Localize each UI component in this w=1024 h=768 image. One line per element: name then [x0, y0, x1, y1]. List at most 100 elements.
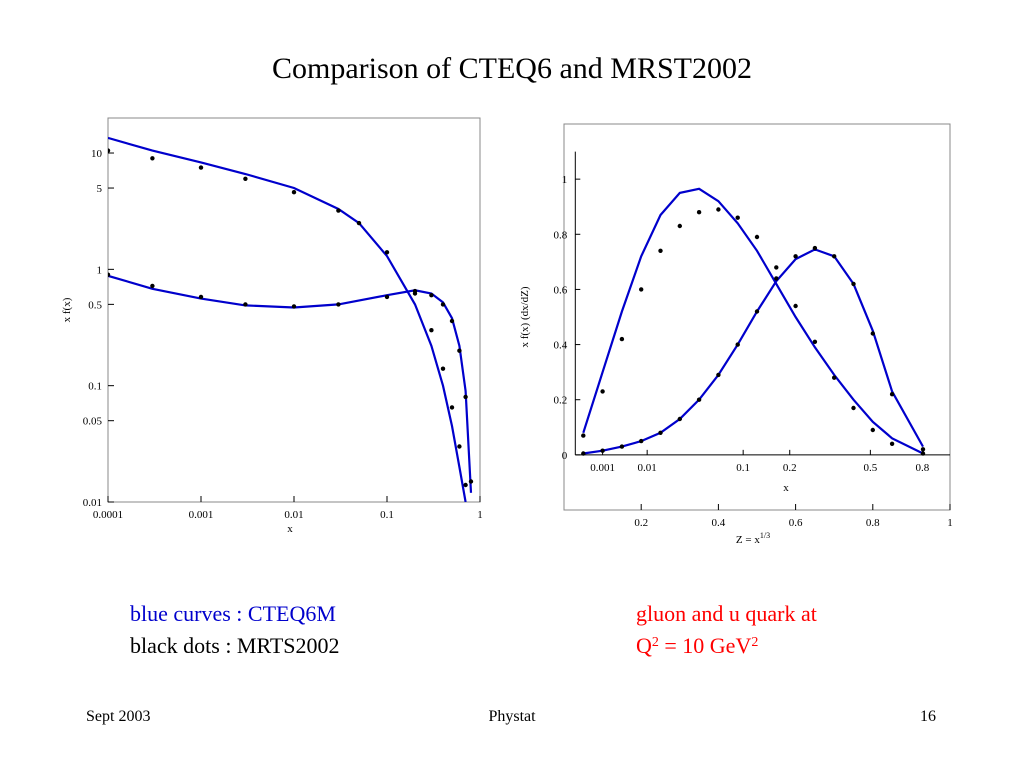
data-point-gluon-mrst2002	[619, 336, 625, 342]
y-tick-label: 1	[97, 264, 103, 276]
data-point-u-quark-mrst2002	[920, 447, 926, 452]
data-point-u-quark-mrst2002	[243, 302, 248, 307]
data-point-u-quark-mrst2002	[449, 318, 455, 324]
y-tick-label: 0	[562, 450, 568, 462]
z-tick-label: 0.6	[789, 517, 803, 529]
data-point-u-quark-mrst2002	[412, 288, 418, 294]
data-point-gluon-mrst2002	[658, 248, 663, 253]
data-point-u-quark-mrst2002	[735, 342, 740, 347]
series-line-u-quark-cteq6m	[108, 274, 473, 493]
y-tick-label: 0.4	[554, 340, 568, 352]
data-point-u-quark-mrst2002	[336, 302, 341, 307]
inner-x-tick-label: 0.5	[863, 462, 877, 474]
y-tick-label: 0.01	[83, 497, 102, 509]
data-point-gluon-mrst2002	[429, 328, 434, 333]
data-point-u-quark-mrst2002	[463, 394, 468, 400]
data-point-u-quark-mrst2002	[793, 254, 798, 259]
y-tick-label: 0.05	[83, 416, 103, 428]
data-point-u-quark-mrst2002	[889, 392, 895, 397]
series-line-gluon-cteq6m	[108, 136, 467, 502]
y-tick-label: 5	[97, 183, 103, 195]
data-point-gluon-mrst2002	[677, 223, 682, 229]
data-point-gluon-mrst2002	[384, 250, 390, 255]
data-point-gluon-mrst2002	[440, 366, 446, 371]
y-tick-label: 1	[562, 174, 568, 186]
data-point-gluon-mrst2002	[812, 339, 818, 344]
x-tick-label: 0.0001	[93, 509, 123, 521]
data-point-u-quark-mrst2002	[658, 430, 663, 435]
series-line-u-quark-cteq6m	[583, 248, 924, 455]
data-point-u-quark-mrst2002	[619, 444, 625, 449]
legend-cteq6m: blue curves : CTEQ6M	[130, 601, 336, 626]
data-point-gluon-mrst2002	[920, 451, 926, 456]
note-sup2: 2	[751, 635, 759, 650]
inner-x-tick-label: 0.001	[590, 462, 615, 474]
plot-frame	[107, 117, 481, 503]
data-point-gluon-mrst2002	[832, 375, 837, 380]
inner-x-axis-label: x	[783, 482, 789, 494]
data-point-gluon-mrst2002	[716, 207, 721, 212]
data-point-gluon-mrst2002	[356, 220, 362, 226]
data-point-gluon-mrst2002	[449, 405, 455, 410]
footer-date: Sept 2003	[86, 708, 151, 725]
data-point-u-quark-mrst2002	[677, 416, 682, 422]
data-point-u-quark-mrst2002	[198, 294, 204, 300]
data-point-u-quark-mrst2002	[639, 438, 644, 444]
y-tick-label: 0.1	[88, 381, 102, 393]
z-axis-label: Z = x1/3	[736, 531, 770, 546]
y-tick-label: 0.8	[554, 229, 568, 241]
x-tick-label: 0.01	[284, 509, 303, 521]
data-point-gluon-mrst2002	[581, 433, 586, 438]
data-point-gluon-mrst2002	[889, 441, 895, 446]
data-point-u-quark-mrst2002	[581, 451, 586, 456]
legend-mrst2002: black dots : MRTS2002	[130, 633, 340, 658]
data-point-u-quark-mrst2002	[696, 397, 702, 402]
right-chart-z-scale: 0.2 0.4 0.6 0.8 1 Z = x1/3 0.001 0.01 0.1 0.2 0.5 0…	[519, 123, 953, 546]
data-point-u-quark-mrst2002	[600, 448, 605, 453]
slide-title: Comparison of CTEQ6 and MRST2002	[272, 52, 752, 85]
data-point-u-quark-mrst2002	[812, 245, 818, 251]
footer-event: Phystat	[488, 708, 536, 725]
data-point-u-quark-mrst2002	[754, 309, 760, 314]
y-axis-label: x f(x)	[61, 297, 73, 322]
data-point-gluon-mrst2002	[336, 208, 341, 213]
data-point-gluon-mrst2002	[754, 234, 760, 240]
z-axis-label-exponent: 1/3	[760, 531, 770, 540]
data-point-gluon-mrst2002	[198, 165, 204, 170]
data-point-gluon-mrst2002	[457, 444, 462, 449]
data-point-gluon-mrst2002	[639, 287, 644, 292]
data-point-u-quark-mrst2002	[108, 272, 111, 277]
z-tick-label: 0.2	[634, 517, 648, 529]
inner-x-tick-label: 0.8	[915, 462, 929, 474]
note-q: Q	[636, 633, 652, 658]
data-point-u-quark-mrst2002	[851, 281, 856, 287]
note-equals: = 10 GeV	[658, 633, 752, 658]
left-chart-log-log: 0.0001 0.001 0.01 0.1 1 0.01 0.05 0.1 0.5 1 5 10 x x …	[61, 117, 483, 535]
data-point-gluon-mrst2002	[774, 265, 779, 270]
inner-x-tick-label: 0.2	[783, 462, 797, 474]
data-point-u-quark-mrst2002	[150, 283, 155, 289]
data-point-gluon-mrst2002	[150, 156, 155, 161]
data-point-u-quark-mrst2002	[440, 302, 446, 307]
z-tick-label: 0.4	[712, 517, 726, 529]
x-axis-label: x	[287, 523, 293, 535]
data-point-gluon-mrst2002	[870, 427, 875, 433]
z-tick-label: 1	[947, 517, 953, 529]
data-point-gluon-mrst2002	[243, 176, 248, 181]
y-tick-label: 0.6	[554, 284, 568, 296]
note-line2: Q2 = 10 GeV2	[636, 630, 817, 662]
x-tick-label: 0.1	[380, 509, 394, 521]
y-axis-label: x f(x) (dx/dZ)	[519, 286, 531, 347]
note-sup1: 2	[651, 635, 659, 650]
data-point-u-quark-mrst2002	[429, 293, 434, 298]
data-point-u-quark-mrst2002	[716, 372, 721, 378]
data-point-gluon-mrst2002	[851, 405, 856, 411]
data-point-gluon-mrst2002	[463, 482, 468, 488]
data-point-gluon-mrst2002	[735, 215, 740, 220]
data-point-u-quark-mrst2002	[291, 304, 297, 309]
data-point-u-quark-mrst2002	[457, 348, 462, 353]
x-tick-label: 1	[477, 509, 483, 521]
x-tick-label: 0.001	[189, 509, 214, 521]
data-point-u-quark-mrst2002	[832, 254, 837, 259]
inner-x-tick-label: 0.1	[736, 462, 750, 474]
